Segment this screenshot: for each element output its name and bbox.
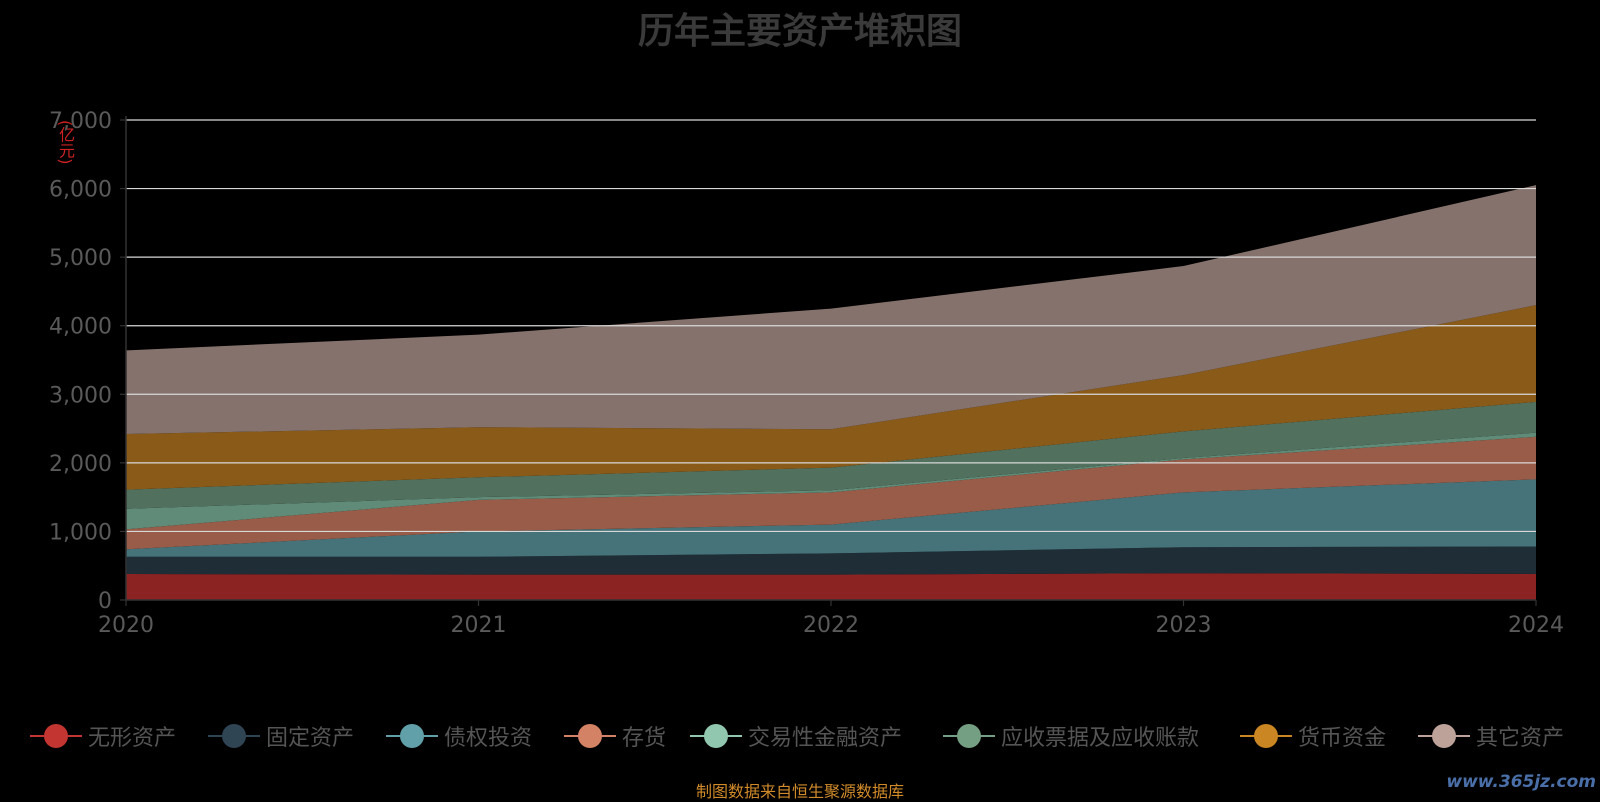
gridlines [126, 119, 1536, 533]
y-tick-label-7: 7,000 [49, 109, 112, 134]
legend-marker-icon [1418, 721, 1470, 751]
legend-marker-icon [690, 721, 742, 751]
legend-marker-icon [386, 721, 438, 751]
x-tick-label-0: 2020 [98, 613, 154, 638]
axes [120, 116, 1537, 606]
x-tick-label-1: 2021 [451, 613, 507, 638]
legend-label: 存货 [622, 726, 667, 751]
legend-label: 债权投资 [444, 726, 533, 751]
legend-item-5[interactable]: 交易性金融资产 [690, 718, 902, 754]
chart-plot: 0 1,000 2,000 3,000 4,000 5,000 6,000 7,000 202… [49, 109, 1564, 638]
area-series-2 [126, 546, 1536, 575]
y-tick-label-4: 4,000 [49, 315, 112, 340]
x-tick-labels: 2020 2021 2022 2023 2024 [98, 613, 1564, 638]
legend-item-1[interactable]: 无形资产 [30, 718, 176, 754]
legend-label: 交易性金融资产 [748, 726, 903, 751]
area-series-8 [126, 185, 1536, 435]
legend-item-8[interactable]: 其它资产 [1418, 718, 1564, 754]
y-axis-unit-label: (亿元) [56, 120, 75, 165]
legend-item-6[interactable]: 应收票据及应收账款 [943, 718, 1199, 754]
legend-marker-icon [208, 721, 260, 751]
legend-marker-icon [564, 721, 616, 751]
data-source-note: 制图数据来自恒生聚源数据库 [695, 782, 904, 801]
legend-marker-icon [1240, 721, 1292, 751]
legend-marker-icon [943, 721, 995, 751]
x-tick-label-4: 2024 [1508, 613, 1564, 638]
area-series-4 [126, 436, 1536, 550]
legend-item-7[interactable]: 货币资金 [1240, 718, 1386, 754]
legend-label: 固定资产 [266, 726, 355, 751]
area-layers [126, 185, 1536, 600]
y-tick-label-0: 0 [98, 589, 112, 614]
y-tick-label-3: 3,000 [49, 383, 112, 408]
watermark: www.365jz.com [1446, 772, 1596, 792]
legend-label: 货币资金 [1298, 726, 1387, 751]
legend-item-4[interactable]: 存货 [564, 718, 666, 754]
y-tick-labels: 0 1,000 2,000 3,000 4,000 5,000 6,000 7,000 [49, 109, 112, 614]
area-series-7 [126, 305, 1536, 490]
legend-label: 应收票据及应收账款 [1001, 726, 1200, 751]
legend: 无形资产 固定资产 债权投资 存货 交易性金融资产 应收票据及应收账款 货币资金 其它资产 [30, 718, 1590, 754]
legend-label: 无形资产 [88, 726, 177, 751]
y-tick-label-5: 5,000 [49, 246, 112, 271]
legend-label: 其它资产 [1476, 726, 1565, 751]
y-tick-label-1: 1,000 [49, 520, 112, 545]
area-series-6 [126, 401, 1536, 509]
legend-marker-icon [30, 721, 82, 751]
x-tick-label-3: 2023 [1156, 613, 1212, 638]
chart-title: 历年主要资产堆积图 [637, 11, 962, 52]
area-series-1 [126, 573, 1536, 600]
area-series-3 [126, 479, 1536, 557]
y-tick-label-6: 6,000 [49, 178, 112, 203]
x-tick-label-2: 2022 [803, 613, 859, 638]
legend-item-3[interactable]: 债权投资 [386, 718, 532, 754]
legend-item-2[interactable]: 固定资产 [208, 718, 354, 754]
y-tick-label-2: 2,000 [49, 452, 112, 477]
